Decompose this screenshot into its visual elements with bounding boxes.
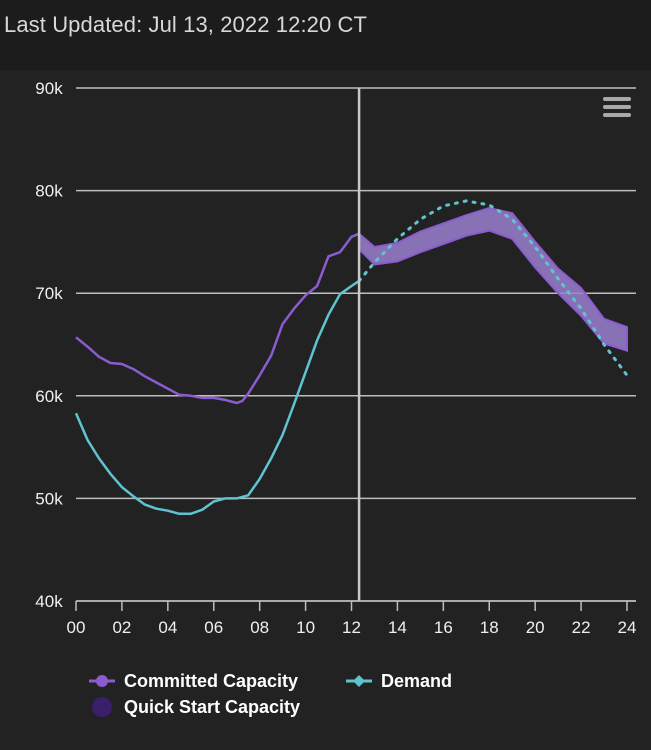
x-tick-label: 12 xyxy=(342,618,361,637)
x-tick-label: 10 xyxy=(296,618,315,637)
last-updated-text: Last Updated: Jul 13, 2022 12:20 CT xyxy=(4,12,368,37)
committed-forecast-band-layer xyxy=(358,206,628,353)
legend-dot-symbol xyxy=(96,675,108,687)
series-lines xyxy=(74,199,629,516)
legend-item-demand[interactable]: Demand xyxy=(346,671,452,691)
legend-label: Quick Start Capacity xyxy=(124,697,300,717)
y-tick-label: 60k xyxy=(35,387,63,406)
committed-forecast-band xyxy=(358,206,628,353)
x-tick-label: 02 xyxy=(112,618,131,637)
x-tick-label: 22 xyxy=(572,618,591,637)
axes: 40k 50k 60k 70k 80k 90k 00 02 04 06 08 10 12 14 16 18 20… xyxy=(35,79,636,637)
legend-dot-symbol xyxy=(92,697,112,717)
x-tick-label: 08 xyxy=(250,618,269,637)
x-tick-label: 20 xyxy=(526,618,545,637)
legend-item-quick-start-capacity[interactable]: Quick Start Capacity xyxy=(92,697,300,717)
x-tick-label: 16 xyxy=(434,618,453,637)
legend-item-committed-capacity[interactable]: Committed Capacity xyxy=(89,671,298,691)
x-tick-label: 14 xyxy=(388,618,407,637)
x-tick-label: 24 xyxy=(618,618,637,637)
y-tick-label: 50k xyxy=(35,489,63,508)
x-tick-label: 06 xyxy=(204,618,223,637)
demand-forecast-line xyxy=(357,199,629,377)
header: Last Updated: Jul 13, 2022 12:20 CT xyxy=(0,0,651,70)
demand-capacity-chart: 40k 50k 60k 70k 80k 90k 00 02 04 06 08 10 12 14 16 18 20… xyxy=(35,79,636,717)
legend-label: Committed Capacity xyxy=(124,671,298,691)
y-tick-label: 90k xyxy=(35,79,63,98)
y-tick-label: 70k xyxy=(35,284,63,303)
grid-lines xyxy=(76,87,636,602)
y-tick-label: 80k xyxy=(35,182,63,201)
committed-capacity-line xyxy=(75,232,360,405)
legend: Committed Capacity Demand Quick Start Capa… xyxy=(89,671,452,717)
chart-container: 40k 50k 60k 70k 80k 90k 00 02 04 06 08 10 12 14 16 18 20… xyxy=(0,70,651,750)
y-tick-label: 40k xyxy=(35,592,63,611)
legend-diamond-symbol xyxy=(353,675,365,687)
demand-line xyxy=(74,279,360,516)
legend-label: Demand xyxy=(381,671,452,691)
x-tick-label: 04 xyxy=(158,618,177,637)
x-tick-label: 00 xyxy=(67,618,86,637)
x-tick-label: 18 xyxy=(480,618,499,637)
hamburger-menu-icon[interactable] xyxy=(603,97,631,117)
